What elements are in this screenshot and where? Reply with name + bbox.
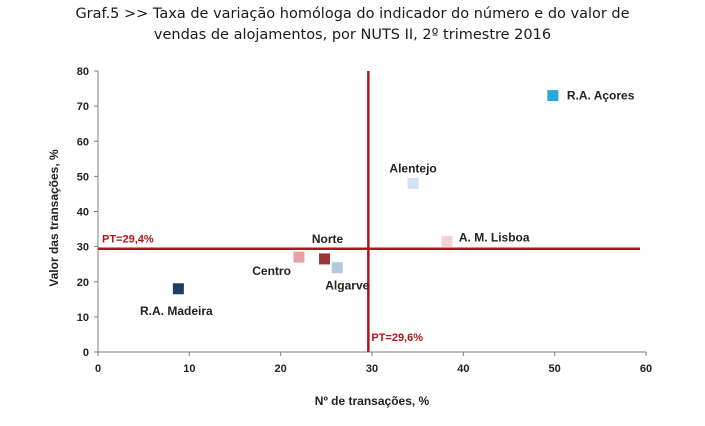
reference-label-horizontal: PT=29,4% xyxy=(102,234,154,246)
point-alentejo xyxy=(407,177,419,189)
y-tick-label: 20 xyxy=(77,277,89,289)
point-norte xyxy=(319,253,331,265)
y-tick-label: 50 xyxy=(77,171,89,183)
x-tick-label: 10 xyxy=(183,363,195,375)
y-tick-label: 60 xyxy=(77,136,89,148)
axes: 0 10 20 30 40 50 60 70 80 0 10 20 30 40 50 60 xyxy=(77,66,652,375)
label-r-a-a-ores: R.A. Açores xyxy=(567,89,635,103)
y-tick-label: 0 xyxy=(83,347,89,359)
chart-title-line-1: Graf.5 >> Taxa de variação homóloga do i… xyxy=(75,6,630,22)
y-tick-label: 40 xyxy=(77,207,89,219)
label-a-m-lisboa: A. M. Lisboa xyxy=(459,230,530,244)
x-tick-label: 20 xyxy=(275,363,287,375)
point-a-m-lisboa xyxy=(441,235,453,247)
x-tick-label: 0 xyxy=(95,363,101,375)
y-tick-label: 70 xyxy=(77,101,89,113)
label-norte: Norte xyxy=(312,232,344,246)
point-algarve xyxy=(331,262,343,274)
x-tick-label: 30 xyxy=(366,363,378,375)
label-centro: Centro xyxy=(252,264,291,278)
y-tick-label: 80 xyxy=(77,66,89,78)
point-r-a-a-ores xyxy=(547,90,559,102)
label-algarve: Algarve xyxy=(325,279,369,293)
y-tick-label: 10 xyxy=(77,312,89,324)
chart-title-line-2: vendas de alojamentos, por NUTS II, 2º t… xyxy=(153,27,552,43)
x-tick-label: 40 xyxy=(457,363,469,375)
x-tick-label: 60 xyxy=(640,363,652,375)
reference-lines: PT=29,4% PT=29,6% xyxy=(98,71,640,352)
y-axis-label: Valor das transações, % xyxy=(47,149,61,287)
x-tick-label: 50 xyxy=(549,363,561,375)
point-centro xyxy=(293,251,305,263)
point-r-a-madeira xyxy=(172,283,184,295)
reference-label-vertical: PT=29,6% xyxy=(371,332,423,344)
label-r-a-madeira: R.A. Madeira xyxy=(140,304,213,318)
data-points xyxy=(172,90,559,295)
chart-title: Graf.5 >> Taxa de variação homóloga do i… xyxy=(0,4,705,46)
x-axis-label: Nº de transações, % xyxy=(315,394,430,408)
y-tick-label: 30 xyxy=(77,242,89,254)
label-alentejo: Alentejo xyxy=(389,161,436,175)
point-labels: R.A. Açores Alentejo A. M. Lisboa Norte Cent… xyxy=(140,89,635,318)
